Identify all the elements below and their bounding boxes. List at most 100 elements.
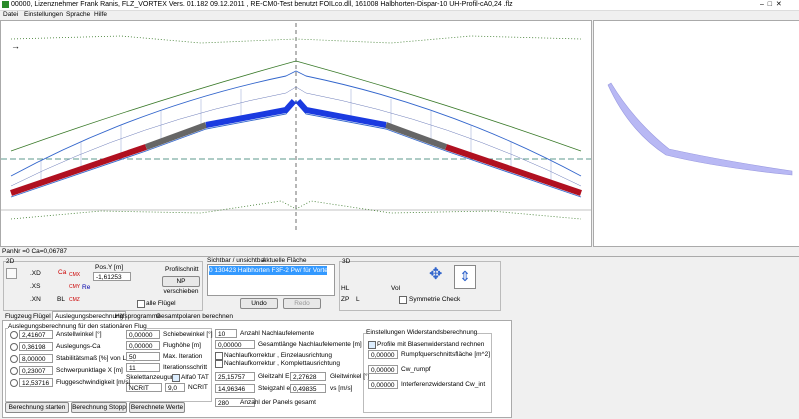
tool-label[interactable]: Re (82, 284, 91, 291)
field-label: Rumpfquerschnittsfläche [m^2] (401, 351, 491, 358)
list-header: Sichtbar / unsichtbar (207, 257, 267, 264)
value-field[interactable]: 0,00000 (368, 350, 398, 359)
alfa0-checkbox[interactable] (172, 374, 180, 382)
checkbox-label[interactable]: Profile mit Blasenwiderstand rechnen (377, 341, 485, 348)
field-label: Schiebewinkel [°] (163, 331, 213, 338)
button[interactable]: Berechnung starten (5, 402, 69, 413)
checkbox-label[interactable]: Symmetrie Check (409, 296, 461, 303)
menu-item[interactable]: Datei (3, 11, 19, 18)
field-label: Cw_rumpf (401, 366, 431, 373)
field-label: Gesamtlänge Nachlaufelemente [m] (258, 341, 362, 348)
planform-view[interactable]: → (0, 20, 592, 247)
np-button[interactable]: NP verschieben (162, 276, 200, 295)
all-wings-checkbox[interactable] (137, 300, 145, 308)
value-field[interactable]: 12,53716 (19, 378, 53, 387)
field-label: vs [m/s] (330, 385, 353, 392)
field-label: Anzahl Nachlaufelemente (240, 330, 315, 337)
field-label: Schwerpunktlage X [m] (56, 367, 123, 374)
field-label: Iterationsschritt (163, 364, 208, 371)
tool-label[interactable]: Ca (58, 269, 67, 276)
value-field[interactable]: 0,00000 (126, 330, 160, 339)
value-field[interactable]: 0,00000 (368, 380, 398, 389)
tool-label[interactable]: ZP (341, 296, 350, 303)
field-label: Interferenzwiderstand Cw_int (401, 381, 486, 388)
menu-item[interactable]: Einstellungen (24, 11, 64, 18)
field-label: Steigzahl epsilon (258, 385, 308, 392)
tool-label[interactable]: BL (57, 296, 65, 303)
radio[interactable] (10, 355, 18, 363)
field-label: Auslegungs-Ca (56, 343, 101, 350)
checkbox-label[interactable]: alle Flügel (146, 300, 176, 307)
field-label: Stabilitätsmaß [%] von L,mp (56, 355, 137, 362)
group-label: 3D (342, 258, 351, 265)
ncrit-field[interactable]: 9,0 (165, 383, 185, 392)
tool-label[interactable]: .XN (30, 296, 41, 303)
tool-label[interactable]: Vol (391, 285, 401, 292)
tool-label[interactable]: CMY (69, 284, 81, 290)
wake-count[interactable]: 10 (215, 329, 237, 338)
surface-item[interactable]: 0 130423 Halbhorten F3F-2 Pw/ für Vortex (209, 266, 332, 275)
result-field: 2,27628 (290, 372, 326, 381)
value-field[interactable]: 0,00000 (126, 341, 160, 350)
dropdown[interactable]: Skelettanzeugung (126, 374, 179, 381)
list-header: Aktuelle Fläche (262, 257, 307, 264)
title-bar (0, 0, 799, 11)
pos-y-field[interactable]: -1,61253 (93, 272, 131, 281)
ncrit-select[interactable]: NCRIT (126, 383, 162, 392)
3d-view[interactable] (593, 20, 799, 247)
field-label: Anstellwinkel [°] (56, 331, 102, 338)
radio[interactable] (10, 343, 18, 351)
arrow-button[interactable]: ✥ (429, 266, 443, 283)
value-field[interactable]: 0,00000 (368, 365, 398, 374)
checkbox-label[interactable]: Nachlaufkorrektur , Einzelausrichtung (224, 352, 333, 359)
wake-checkbox[interactable] (215, 360, 223, 368)
tool-label[interactable]: L (356, 296, 360, 303)
svg-text:→: → (11, 41, 20, 51)
separator (0, 256, 799, 257)
value-field[interactable]: 0,23007 (19, 366, 53, 375)
menu-item[interactable]: Sprache (66, 11, 91, 18)
window-title: 00000, Lizenznehmer Frank Ranis, FLZ_VOR… (11, 1, 513, 8)
wake-checkbox[interactable] (215, 352, 223, 360)
value-field[interactable]: 11 (126, 363, 160, 372)
tab[interactable]: Hilfsprogramme (115, 313, 161, 320)
undo-button[interactable]: Undo (240, 298, 278, 309)
group-3d (339, 261, 501, 311)
value-field[interactable]: 0,36198 (19, 342, 53, 351)
menu-item[interactable]: Hilfe (94, 11, 108, 18)
tool-label[interactable]: CMX (69, 272, 81, 278)
tool-label[interactable]: .XD (30, 270, 41, 277)
field-label: Fluggeschwindigkeit [m/s] (56, 379, 131, 386)
window-buttons[interactable]: – □ ✕ (760, 1, 782, 8)
section-label: Profilschnitt (165, 266, 199, 273)
field-label: Anzahl der Panels gesamt (240, 399, 316, 406)
wake-length[interactable]: 0,00000 (215, 340, 255, 349)
radio[interactable] (10, 331, 18, 339)
tool-label[interactable]: CMZ (69, 297, 80, 303)
value-field[interactable]: 8,00000 (19, 354, 53, 363)
radio[interactable] (10, 379, 18, 387)
field-label: Max. Iteration (163, 353, 203, 360)
tab-active[interactable]: Auslegungsberechnung (52, 311, 127, 321)
redo-button: Redo (283, 298, 321, 309)
bubble-checkbox[interactable] (368, 341, 376, 349)
value-field[interactable]: 50 (126, 352, 160, 361)
field-label: Flughöhe [m] (163, 342, 201, 349)
checkbox-label[interactable]: Alfa0 TAT (181, 374, 209, 381)
button[interactable]: Berechnete Werte (129, 402, 185, 413)
arrow-button[interactable]: ⇕ (454, 265, 476, 289)
tab[interactable]: Flugzeug (5, 313, 32, 320)
tool-button[interactable] (6, 268, 17, 279)
checkbox-label[interactable]: Nachlaufkorrektur , Komplettausrichtung (224, 360, 340, 367)
button[interactable]: Berechnung Stopp (71, 402, 127, 413)
result-field: 25,15757 (215, 372, 255, 381)
radio[interactable] (10, 367, 18, 375)
status-line: PanNr =0 Ca=0,06787 (2, 248, 68, 255)
tab[interactable]: Flügel (33, 313, 51, 320)
group-label: Auslegungsberechnung für den stationären… (8, 322, 147, 331)
value-field[interactable]: 2,41607 (19, 330, 53, 339)
symmetry-checkbox[interactable] (399, 296, 407, 304)
tool-label[interactable]: .XS (30, 283, 41, 290)
tab[interactable]: Gesamtpolaren berechnen (156, 313, 233, 320)
tool-label[interactable]: HL (341, 285, 350, 292)
